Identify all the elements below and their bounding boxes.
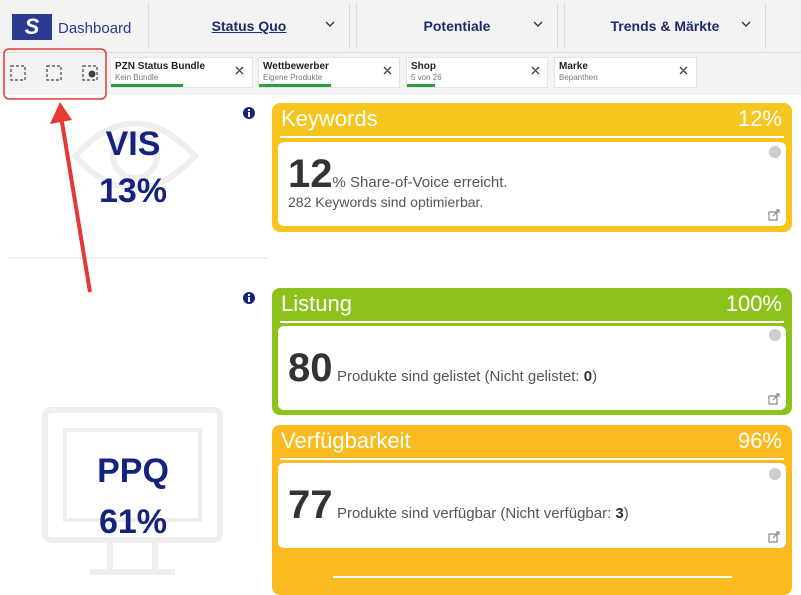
kpi-value: 13% — [98, 172, 168, 210]
nav-bar: S Dashboard Status Quo Potentiale Trends… — [0, 0, 801, 53]
card-percent: 96% — [737, 428, 782, 453]
kpi-background — [8, 102, 268, 575]
card-percent: 100% — [725, 291, 782, 316]
kpi-value: 61% — [98, 503, 168, 541]
filter-chip[interactable]: Shop 5 von 26 — [406, 57, 548, 88]
card-text: 282 Keywords sind optimierbar. — [288, 194, 484, 210]
tab[interactable]: Trends & Märkte — [564, 3, 766, 49]
tab[interactable]: Status Quo — [148, 3, 350, 49]
filter-value: Bepanthen — [559, 73, 598, 82]
card-number: 12 — [288, 152, 333, 196]
card-number: 80 — [288, 346, 333, 390]
filter-chip[interactable]: Wettbewerber Eigene Produkte — [258, 57, 400, 88]
card-text: Produkte sind gelistet (Nicht gelistet: — [336, 368, 584, 385]
tab-label: Potentiale — [423, 18, 491, 34]
dashboard-link[interactable]: Dashboard — [58, 20, 132, 37]
filter-value: Eigene Produkte — [263, 73, 323, 82]
tab-label: Status Quo — [211, 18, 287, 34]
card-text: Produkte sind verfügbar (Nicht verfügbar… — [336, 505, 616, 522]
filter-label: Wettbewerber — [263, 61, 329, 72]
tab[interactable]: Potentiale — [356, 3, 558, 49]
kpi-label: PPQ — [97, 452, 169, 490]
card-percent: 12% — [737, 106, 782, 131]
filter-label: Shop — [411, 61, 436, 72]
card: Verfügbarkeit 96% 77 Produkte sind verfüg… — [272, 425, 792, 595]
reset-icon[interactable] — [10, 65, 26, 81]
chip-close-icons — [235, 66, 688, 75]
filter-chip[interactable]: PZN Status Bundle Kein Bundle — [110, 57, 253, 88]
filter-label: Marke — [559, 61, 588, 72]
filter-label: PZN Status Bundle — [115, 61, 206, 72]
card: Listung 100% 80 Produkte sind gelistet (N… — [272, 288, 792, 415]
card-text: ) — [592, 368, 598, 385]
card-text: % Share-of-Voice erreicht. — [332, 174, 508, 191]
card-title: Keywords — [281, 106, 378, 131]
card-count: 3 — [615, 505, 624, 522]
card-title: Verfügbarkeit — [281, 428, 411, 453]
clear-icon[interactable] — [82, 65, 98, 81]
card: Keywords 12% 12% Share-of-Voice erreicht.… — [272, 103, 792, 232]
filter-value: 5 von 26 — [411, 73, 442, 82]
filter-value: Kein Bundle — [115, 73, 159, 82]
card-number: 77 — [288, 483, 333, 527]
card-text: ) — [623, 505, 629, 522]
filter-chip[interactable]: Marke Bepanthen — [554, 57, 697, 88]
share-icon[interactable] — [46, 65, 62, 81]
card-title: Listung — [281, 291, 352, 316]
kpi-label: VIS — [105, 125, 161, 163]
tab-label: Trends & Märkte — [610, 18, 720, 34]
logo[interactable]: S — [12, 14, 52, 40]
card-count: 0 — [583, 368, 593, 385]
card-icons — [768, 146, 781, 543]
toolbar-icons — [3, 48, 107, 100]
